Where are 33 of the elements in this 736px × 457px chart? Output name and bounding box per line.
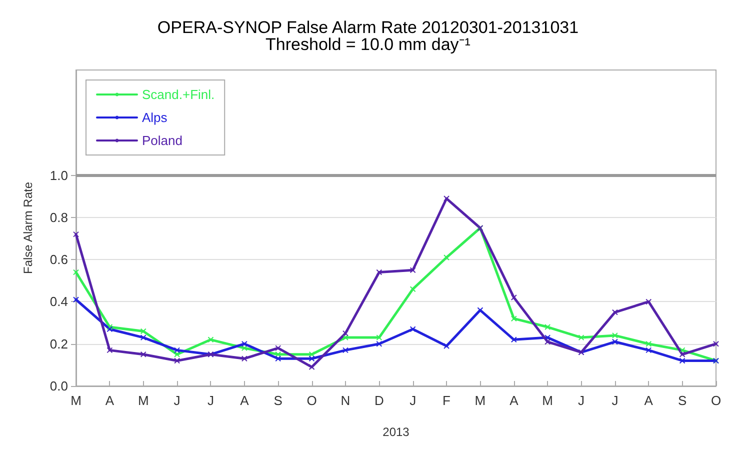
y-axis-title: False Alarm Rate [21,182,35,274]
x-tick-label: F [442,393,451,408]
y-tick-label: 1.0 [50,168,68,183]
x-tick-label: J [612,393,618,408]
x-tick-label: M [70,393,82,408]
x-tick-label: M [542,393,553,408]
x-tick-label: O [306,393,317,408]
y-tick-label: 0.4 [50,294,68,310]
x-tick-label: S [678,393,687,408]
x-tick-label: M [474,393,486,408]
y-tick-label: 0.2 [50,336,68,352]
x-tick-label: A [105,393,114,408]
x-tick-label: O [710,393,722,408]
x-tick-label: J [207,393,214,408]
y-tick-label: 0.6 [50,252,68,268]
x-tick-label: S [274,393,283,408]
chart-subtitle: Threshold = 10.0 mm day⁻¹ [266,35,471,54]
x-tick-label: A [240,393,250,408]
x-tick-label: N [340,393,350,408]
x-tick-label: J [578,393,585,408]
x-tick-label: D [374,393,384,408]
legend-label: Alps [142,110,168,125]
y-tick-label: 0.0 [50,378,68,394]
x-tick-label: J [174,393,180,408]
chart-title: OPERA-SYNOP False Alarm Rate 20120301-20131031 [157,18,579,37]
legend-label: Poland [142,133,182,148]
legend-label: Scand.+Finl. [142,87,215,102]
x-tick-label: J [410,393,416,408]
x-tick-label: A [644,393,654,408]
x-tick-label: A [510,393,519,408]
x-axis-title: 2013 [382,425,410,439]
x-tick-label: M [138,393,149,408]
y-tick-label: 0.8 [50,210,68,225]
